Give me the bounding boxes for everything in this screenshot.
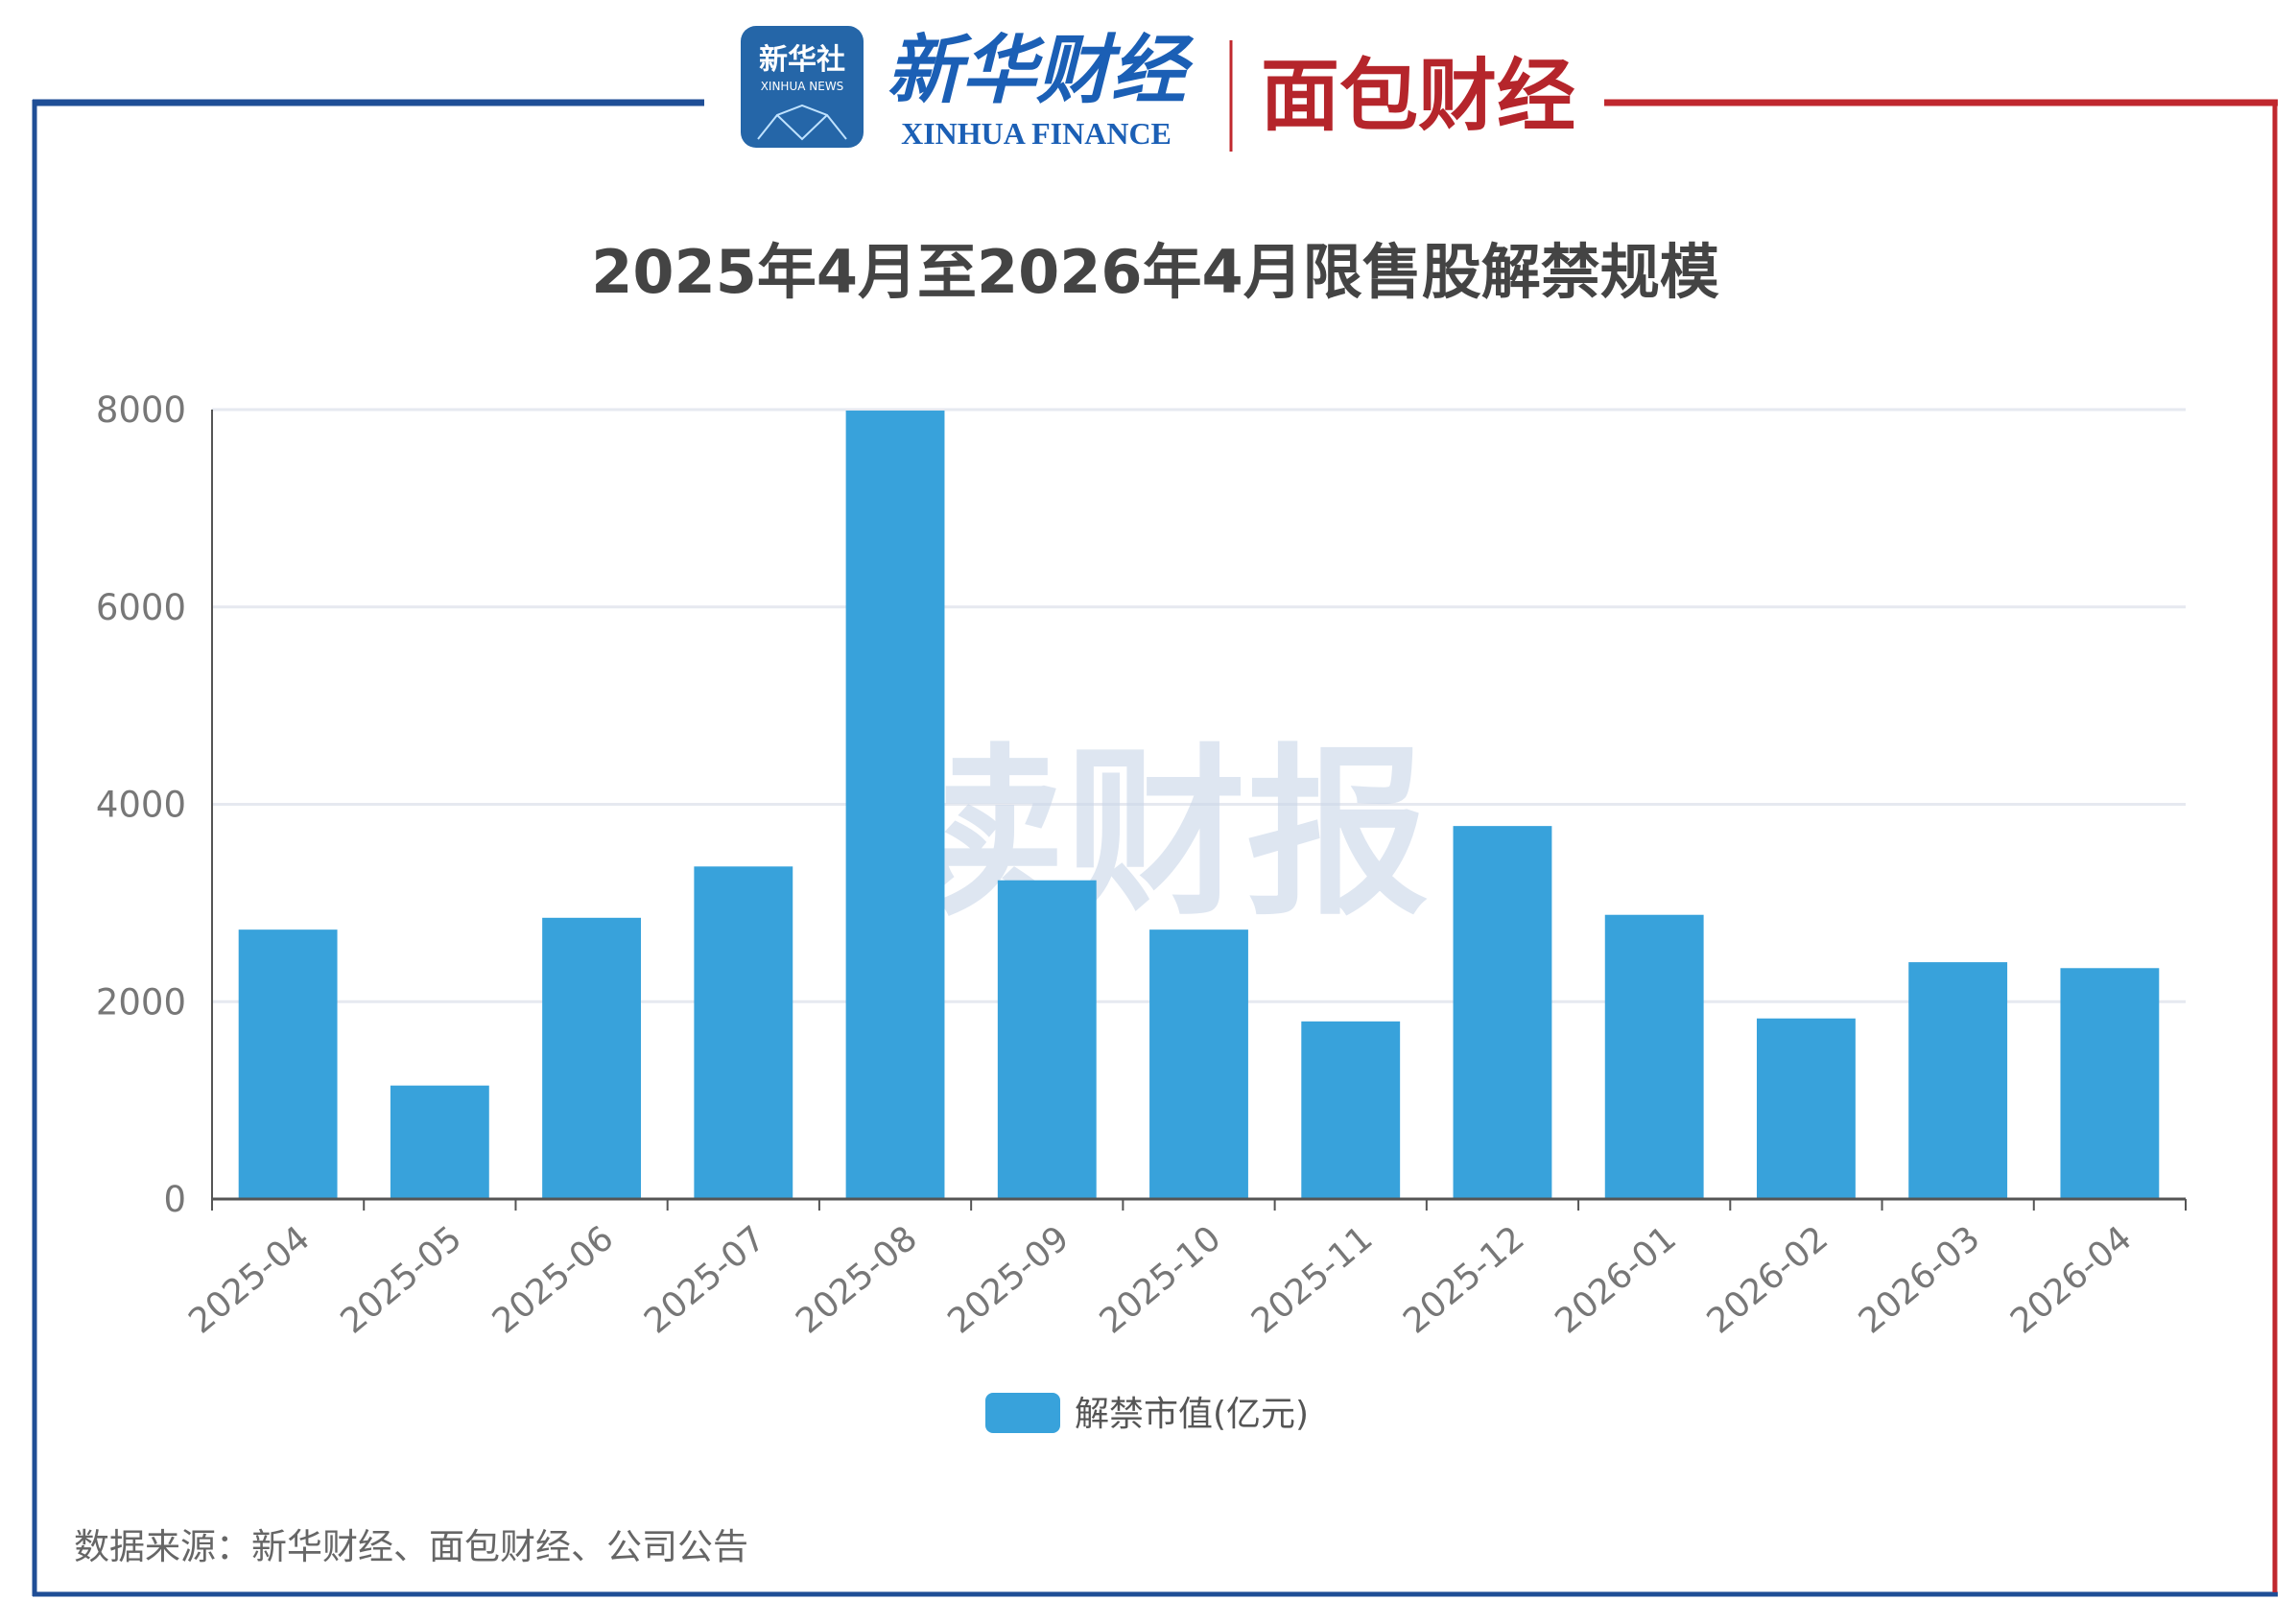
svg-text:新华社: 新华社: [759, 43, 845, 77]
y-tick-label: 0: [163, 1179, 186, 1220]
watermark: 读财报: [882, 728, 1429, 940]
bar-2025-11: [1301, 1021, 1401, 1199]
x-axis: 2025-04 2025-05 2025-06 2025-07 2025-08 2025-…: [181, 1197, 2187, 1342]
svg-text:新华财经: 新华财经: [887, 28, 1195, 114]
bars: [238, 411, 2160, 1199]
x-tick-label: 2025-09: [940, 1218, 1077, 1341]
y-tick-label: 2000: [96, 981, 186, 1023]
x-tick-label: 2025-04: [181, 1218, 318, 1341]
x-tick-label: 2025-08: [789, 1218, 925, 1341]
gridlines: [212, 408, 2186, 1003]
svg-text:XINHUA FINANCE: XINHUA FINANCE: [901, 116, 1172, 151]
bar-2025-04: [238, 929, 338, 1199]
y-tick-label: 6000: [96, 587, 186, 628]
bar-2025-09: [997, 880, 1097, 1199]
legend-swatch: [985, 1393, 1060, 1433]
x-tick-label: 2026-01: [1548, 1218, 1684, 1341]
svg-text:XINHUA NEWS: XINHUA NEWS: [761, 80, 844, 93]
bar-2026-02: [1756, 1018, 1856, 1199]
x-tick-label: 2025-10: [1093, 1218, 1229, 1341]
bar-2025-12: [1453, 826, 1552, 1199]
legend[interactable]: 解禁市值(亿元): [985, 1393, 1309, 1434]
logo-xinhua-news: 新华社 XINHUA NEWS: [741, 26, 864, 148]
logo-xinhua-finance: 新华财经 XINHUA FINANCE: [887, 28, 1195, 151]
x-tick-label: 2025-06: [485, 1218, 622, 1341]
x-tick-label: 2026-03: [1852, 1218, 1988, 1341]
x-tick-label: 2025-12: [1396, 1218, 1532, 1341]
bar-2025-07: [694, 866, 793, 1199]
chart-title: 2025年4月至2026年4月限售股解禁规模: [591, 237, 1718, 307]
x-tick-label: 2025-07: [637, 1218, 773, 1341]
legend-label: 解禁市值(亿元): [1075, 1395, 1309, 1434]
logo-mianbao: 面包财经: [1261, 51, 1575, 142]
x-tick-label: 2025-05: [334, 1218, 470, 1341]
x-tick-label: 2026-02: [1700, 1218, 1836, 1341]
bar-2025-08: [845, 411, 945, 1199]
source-note: 数据来源：新华财经、面包财经、公司公告: [74, 1526, 748, 1567]
bar-2025-06: [542, 917, 642, 1199]
bar-2026-04: [2060, 968, 2160, 1199]
bar-2025-05: [390, 1085, 489, 1199]
svg-text:面包财经: 面包财经: [1261, 51, 1575, 142]
x-tick-label: 2026-04: [2003, 1218, 2140, 1341]
bar-2026-01: [1604, 914, 1704, 1199]
x-tick-label: 2025-11: [1244, 1218, 1381, 1341]
y-tick-label: 4000: [96, 785, 186, 826]
bar-2025-10: [1149, 929, 1248, 1199]
y-tick-label: 8000: [96, 389, 186, 431]
y-axis: 0 2000 4000 6000 8000: [96, 389, 213, 1220]
frame: [32, 99, 2278, 1597]
bar-2026-03: [1908, 962, 2008, 1199]
